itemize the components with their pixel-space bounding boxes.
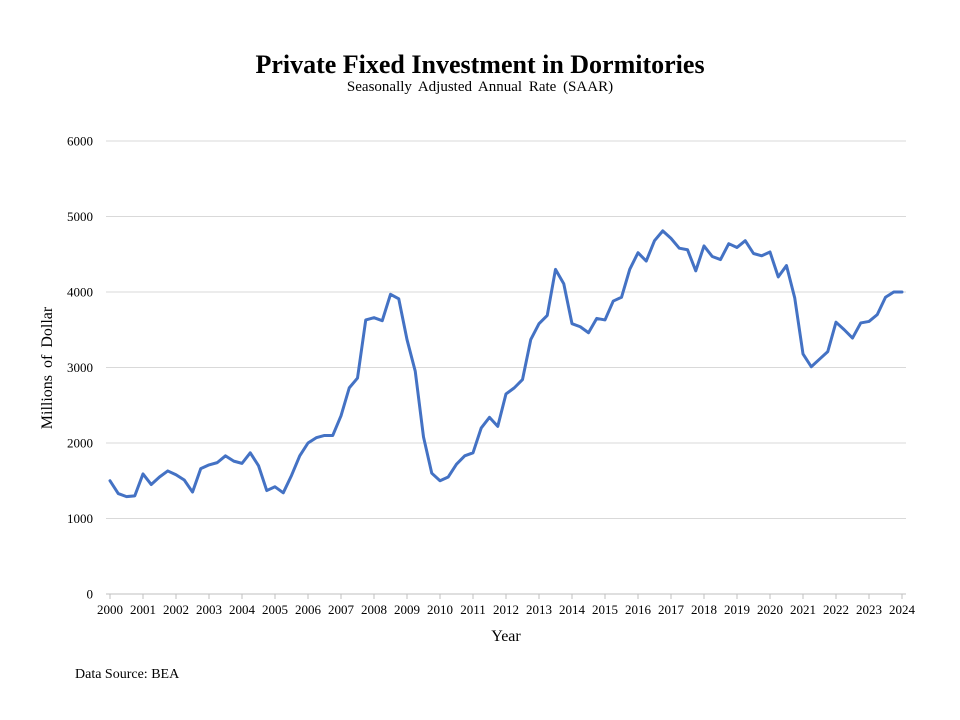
series-line — [108, 229, 904, 499]
x-tick-label: 2017 — [658, 602, 685, 617]
x-tick-label: 2020 — [757, 602, 783, 617]
x-tick-label: 2005 — [262, 602, 288, 617]
y-tick-label: 1000 — [67, 511, 93, 526]
x-tick-label: 2015 — [592, 602, 618, 617]
gridlines — [106, 140, 906, 519]
chart-title: Private Fixed Investment in Dormitories — [255, 50, 705, 79]
chart-subtitle: Seasonally Adjusted Annual Rate (SAAR) — [346, 79, 614, 95]
x-axis-label: Year — [491, 628, 521, 645]
y-tick-label: 2000 — [67, 436, 93, 451]
y-axis-ticks: 0 1000 2000 3000 4000 5000 6000 — [67, 134, 93, 602]
y-tick-label: 0 — [87, 587, 94, 602]
x-tick-label: 2003 — [196, 602, 222, 617]
y-tick-label: 3000 — [67, 360, 93, 375]
x-tick-label: 2009 — [394, 602, 420, 617]
x-tick-label: 2002 — [163, 602, 189, 617]
x-tick-label: 2006 — [295, 602, 322, 617]
x-tick-label: 2008 — [361, 602, 387, 617]
x-tick-label: 2007 — [328, 602, 355, 617]
x-tick-label: 2023 — [856, 602, 882, 617]
x-axis-ticks: 2000 2001 2002 2003 2004 2005 2006 2007 2008 2009… — [97, 594, 916, 617]
y-axis-label: Millions of Dollar — [39, 306, 56, 429]
x-tick-label: 2001 — [130, 602, 156, 617]
x-tick-label: 2014 — [559, 602, 586, 617]
data-source-note: Data Source: BEA — [75, 667, 180, 682]
x-tick-label: 2022 — [823, 602, 849, 617]
y-tick-label: 4000 — [67, 285, 93, 300]
x-tick-label: 2013 — [526, 602, 552, 617]
x-tick-label: 2021 — [790, 602, 816, 617]
x-tick-label: 2000 — [97, 602, 123, 617]
x-tick-label: 2019 — [724, 602, 750, 617]
x-tick-label: 2016 — [625, 602, 652, 617]
x-tick-label: 2010 — [427, 602, 453, 617]
y-tick-label: 6000 — [67, 134, 93, 149]
x-tick-label: 2011 — [460, 602, 486, 617]
x-tick-label: 2012 — [493, 602, 519, 617]
x-tick-label: 2004 — [229, 602, 256, 617]
x-tick-label: 2024 — [889, 602, 916, 617]
x-tick-label: 2018 — [691, 602, 717, 617]
y-tick-label: 5000 — [67, 209, 93, 224]
